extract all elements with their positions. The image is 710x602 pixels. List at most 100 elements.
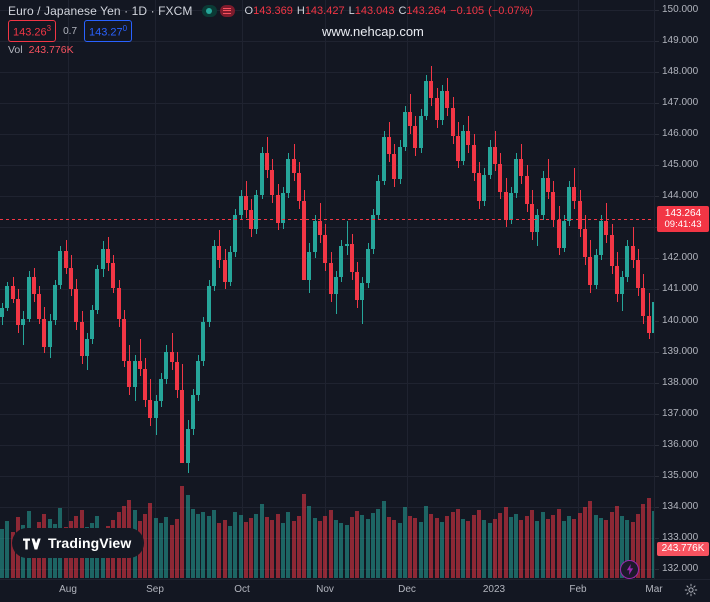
close-value: 143.264 [406, 4, 447, 17]
symbol-title[interactable]: Euro / Japanese Yen · 1D · FXCM [8, 3, 193, 18]
price-axis-tick-mark [655, 103, 659, 104]
candle-body [440, 90, 444, 121]
candle-body [85, 339, 89, 357]
legend-toggles [201, 4, 235, 17]
gridline-vertical [155, 0, 156, 580]
series-style-toggle[interactable] [219, 4, 235, 17]
price-axis-tick: 148.000 [662, 66, 699, 77]
chart-legend: Euro / Japanese Yen · 1D · FXCM O143.369… [8, 3, 533, 56]
candle-body [21, 318, 25, 326]
volume-bar [599, 517, 603, 578]
price-axis-tick: 138.000 [662, 377, 699, 388]
price-axis-tick-mark [655, 289, 659, 290]
candle-body [122, 318, 126, 361]
series-visibility-toggle[interactable] [201, 4, 217, 17]
candle-body [530, 204, 534, 232]
low-label: L [348, 4, 355, 17]
candle-body [445, 90, 449, 108]
volume-bar [429, 514, 433, 578]
ohlc-values: O143.369 H143.427 L143.043 C143.264 −0.105 (−… [245, 4, 534, 18]
candle-wick [23, 311, 24, 346]
volume-bar [419, 521, 423, 578]
volume-bar [445, 516, 449, 578]
candle-body [11, 286, 15, 299]
candle-body [599, 221, 603, 256]
gridline-vertical [494, 0, 495, 580]
price-axis-tick-mark [655, 134, 659, 135]
chart-plot-area[interactable] [0, 0, 655, 580]
gridline-horizontal [0, 507, 655, 508]
candle-body [541, 177, 545, 215]
candle-body [249, 210, 253, 229]
candle-body [355, 272, 359, 301]
gridline-vertical [325, 0, 326, 580]
low-value: 143.043 [354, 4, 395, 17]
volume-value: 243.776K [28, 44, 74, 56]
price-axis-tick: 150.000 [662, 4, 699, 15]
volume-bar [588, 501, 592, 578]
price-axis-tick: 145.000 [662, 159, 699, 170]
volume-bar [546, 518, 550, 578]
candle-body [0, 308, 4, 318]
tradingview-logo[interactable]: TradingView [12, 528, 145, 558]
candle-body [583, 228, 587, 257]
candle-body [127, 360, 131, 388]
price-axis-tick: 146.000 [662, 128, 699, 139]
time-axis-tick: Dec [398, 584, 416, 595]
candle-body [615, 266, 619, 295]
volume-bar [472, 514, 476, 578]
gridline-horizontal [0, 569, 655, 570]
candle-body [164, 351, 168, 380]
time-axis-tick: 2023 [482, 584, 506, 595]
candle-body [403, 112, 407, 147]
volume-bar [641, 504, 645, 578]
bid-price-button[interactable]: 143.263 [8, 20, 57, 42]
candle-body [466, 131, 470, 146]
candle-body [647, 315, 651, 333]
candle-body [610, 235, 614, 267]
volume-bar [217, 523, 221, 578]
time-axis[interactable]: Aug Sep Oct Nov Dec 2023 Feb Mar [0, 579, 710, 600]
candle-body [297, 173, 301, 201]
volume-bar [498, 513, 502, 578]
candle-body [148, 399, 152, 419]
candle-body [535, 214, 539, 232]
candle-body [350, 244, 354, 273]
price-axis-tick-mark [655, 383, 659, 384]
candle-body [69, 267, 73, 290]
volume-bar [604, 520, 608, 578]
time-axis-tick: Mar [645, 584, 663, 595]
gear-icon[interactable] [684, 583, 698, 597]
volume-bar [286, 511, 290, 578]
candle-body [53, 284, 57, 321]
candle-body [223, 259, 227, 282]
candle-body [186, 429, 190, 464]
candle-body [588, 256, 592, 285]
price-axis-tick-mark [655, 352, 659, 353]
lightning-bolt-icon[interactable] [620, 560, 639, 579]
candle-body [313, 221, 317, 253]
visible-dot-icon [206, 7, 213, 14]
volume-bar [281, 522, 285, 578]
candle-body [482, 174, 486, 201]
candle-body [143, 368, 147, 400]
price-axis-tick-mark [655, 72, 659, 73]
candle-body [493, 146, 497, 164]
volume-bar [403, 507, 407, 578]
candle-body [339, 245, 343, 278]
candle-body [212, 245, 216, 287]
open-label: O [244, 4, 254, 17]
volume-bar [488, 522, 492, 578]
volume-bar [249, 517, 253, 578]
price-axis-tick-mark [655, 507, 659, 508]
candle-body [525, 176, 529, 205]
volume-bar [302, 493, 306, 578]
candle-body [228, 252, 232, 282]
volume-bar [424, 505, 428, 578]
candle-body [509, 193, 513, 220]
volume-bar [148, 503, 152, 578]
volume-bar [615, 505, 619, 578]
price-axis[interactable]: 150.000 149.000 148.000 147.000 146.000 145.0… [654, 0, 710, 580]
candle-body [196, 360, 200, 395]
ask-price-button[interactable]: 143.270 [84, 20, 133, 42]
